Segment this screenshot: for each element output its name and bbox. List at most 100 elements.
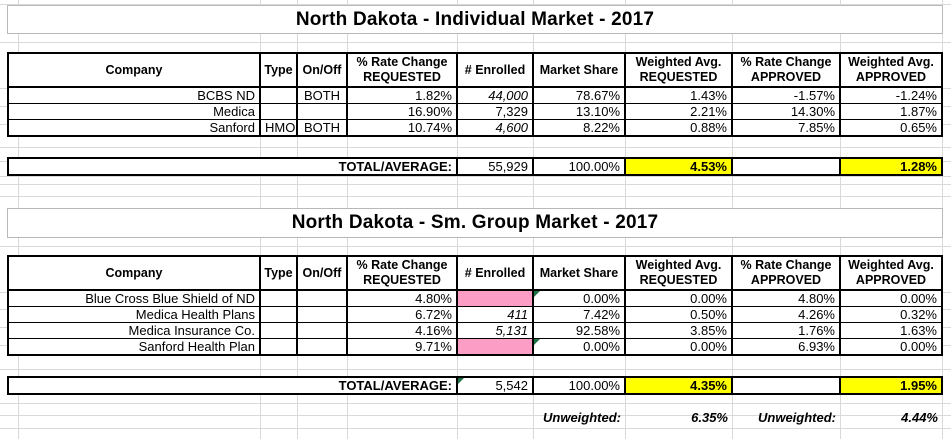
col-header-onoff[interactable]: On/Off	[296, 52, 348, 88]
header-line: APPROVED	[855, 273, 927, 287]
cell-onoff[interactable]	[296, 103, 348, 120]
cell-weighted-approved[interactable]: 0.32%	[839, 306, 943, 323]
header-line: % Rate Change	[740, 55, 832, 69]
cell-market-share[interactable]: 13.10%	[532, 103, 626, 120]
total-label[interactable]: TOTAL/AVERAGE:	[7, 157, 458, 176]
cell-rate-approved[interactable]: 6.93%	[731, 338, 841, 356]
cell-rate-approved[interactable]: 1.76%	[731, 322, 841, 339]
cell-rate-requested[interactable]: 16.90%	[346, 103, 458, 120]
cell-company[interactable]: Medica	[7, 103, 261, 120]
cell-company[interactable]: Blue Cross Blue Shield of ND	[7, 289, 261, 307]
cell-rate-requested[interactable]: 9.71%	[346, 338, 458, 356]
cell-enrolled[interactable]: 4,600	[456, 119, 534, 137]
cell-onoff[interactable]	[296, 322, 348, 339]
col-header-rate-change-requested[interactable]: % Rate Change REQUESTED	[346, 255, 458, 291]
col-header-enrolled[interactable]: # Enrolled	[456, 52, 534, 88]
cell-company[interactable]: BCBS ND	[7, 86, 261, 104]
total-rate-approved[interactable]	[731, 376, 841, 395]
table-row: Medica Insurance Co. 4.16% 5,131 92.58% …	[7, 322, 943, 339]
col-header-market-share[interactable]: Market Share	[532, 52, 626, 88]
cell-rate-approved[interactable]: -1.57%	[731, 86, 841, 104]
cell-onoff[interactable]	[296, 306, 348, 323]
col-header-company[interactable]: Company	[7, 52, 261, 88]
total-rate-approved[interactable]	[731, 157, 841, 176]
total-enrolled[interactable]: 55,929	[456, 157, 534, 176]
cell-type[interactable]	[259, 306, 298, 323]
cell-onoff[interactable]: BOTH	[296, 119, 348, 137]
col-header-weighted-avg-approved[interactable]: Weighted Avg. APPROVED	[839, 52, 943, 88]
cell-rate-approved[interactable]: 14.30%	[731, 103, 841, 120]
col-header-weighted-avg-requested[interactable]: Weighted Avg. REQUESTED	[624, 52, 733, 88]
cell-weighted-requested[interactable]: 0.00%	[624, 289, 733, 307]
cell-weighted-requested[interactable]: 0.50%	[624, 306, 733, 323]
cell-company[interactable]: Medica Health Plans	[7, 306, 261, 323]
table-row: Medica Health Plans 6.72% 411 7.42% 0.50…	[7, 306, 943, 323]
cell-rate-requested[interactable]: 4.80%	[346, 289, 458, 307]
cell-type[interactable]	[259, 103, 298, 120]
header-line: % Rate Change	[356, 55, 448, 69]
col-header-weighted-avg-requested[interactable]: Weighted Avg. REQUESTED	[624, 255, 733, 291]
cell-enrolled-missing[interactable]	[456, 289, 534, 307]
cell-market-share[interactable]: 8.22%	[532, 119, 626, 137]
cell-enrolled[interactable]: 411	[456, 306, 534, 323]
cell-weighted-approved[interactable]: 0.65%	[839, 119, 943, 137]
col-header-market-share[interactable]: Market Share	[532, 255, 626, 291]
cell-weighted-requested[interactable]: 0.00%	[624, 338, 733, 356]
cell-weighted-requested[interactable]: 3.85%	[624, 322, 733, 339]
cell-type[interactable]	[259, 86, 298, 104]
cell-rate-requested[interactable]: 4.16%	[346, 322, 458, 339]
cell-type[interactable]	[259, 289, 298, 307]
cell-enrolled-missing[interactable]	[456, 338, 534, 356]
cell-market-share[interactable]: 0.00%	[532, 338, 626, 356]
cell-enrolled[interactable]: 44,000	[456, 86, 534, 104]
cell-market-share[interactable]: 0.00%	[532, 289, 626, 307]
total-market-share[interactable]: 100.00%	[532, 376, 626, 395]
cell-weighted-approved[interactable]: 1.63%	[839, 322, 943, 339]
col-header-type[interactable]: Type	[259, 52, 298, 88]
cell-rate-approved[interactable]: 4.26%	[731, 306, 841, 323]
cell-enrolled[interactable]: 5,131	[456, 322, 534, 339]
col-header-onoff[interactable]: On/Off	[296, 255, 348, 291]
cell-company[interactable]: Sanford	[7, 119, 261, 137]
header-line: Weighted Avg.	[635, 55, 722, 69]
col-header-weighted-avg-approved[interactable]: Weighted Avg. APPROVED	[839, 255, 943, 291]
cell-type[interactable]	[259, 338, 298, 356]
cell-onoff[interactable]	[296, 289, 348, 307]
cell-onoff[interactable]	[296, 338, 348, 356]
total-weighted-approved[interactable]: 1.28%	[839, 157, 943, 176]
cell-enrolled[interactable]: 7,329	[456, 103, 534, 120]
total-enrolled[interactable]: 5,542	[456, 376, 534, 395]
cell-market-share[interactable]: 78.67%	[532, 86, 626, 104]
cell-company[interactable]: Medica Insurance Co.	[7, 322, 261, 339]
total-weighted-requested[interactable]: 4.53%	[624, 157, 733, 176]
col-header-type[interactable]: Type	[259, 255, 298, 291]
cell-type[interactable]	[259, 322, 298, 339]
total-weighted-approved[interactable]: 1.95%	[839, 376, 943, 395]
cell-rate-approved[interactable]: 7.85%	[731, 119, 841, 137]
cell-onoff[interactable]: BOTH	[296, 86, 348, 104]
cell-weighted-approved[interactable]: 1.87%	[839, 103, 943, 120]
col-header-rate-change-approved[interactable]: % Rate Change APPROVED	[731, 52, 841, 88]
col-header-enrolled[interactable]: # Enrolled	[456, 255, 534, 291]
col-header-rate-change-approved[interactable]: % Rate Change APPROVED	[731, 255, 841, 291]
total-weighted-requested[interactable]: 4.35%	[624, 376, 733, 395]
cell-market-share[interactable]: 92.58%	[532, 322, 626, 339]
cell-rate-requested[interactable]: 6.72%	[346, 306, 458, 323]
cell-weighted-requested[interactable]: 0.88%	[624, 119, 733, 137]
cell-weighted-requested[interactable]: 2.21%	[624, 103, 733, 120]
cell-company[interactable]: Sanford Health Plan	[7, 338, 261, 356]
cell-type[interactable]: HMO	[259, 119, 298, 137]
cell-market-share[interactable]: 7.42%	[532, 306, 626, 323]
cell-weighted-approved[interactable]: -1.24%	[839, 86, 943, 104]
cell-weighted-approved[interactable]: 0.00%	[839, 338, 943, 356]
cell-rate-approved[interactable]: 4.80%	[731, 289, 841, 307]
col-header-company[interactable]: Company	[7, 255, 261, 291]
cell-rate-requested[interactable]: 10.74%	[346, 119, 458, 137]
cell-weighted-requested[interactable]: 1.43%	[624, 86, 733, 104]
total-label[interactable]: TOTAL/AVERAGE:	[7, 376, 458, 395]
cell-rate-requested[interactable]: 1.82%	[346, 86, 458, 104]
col-header-rate-change-requested[interactable]: % Rate Change REQUESTED	[346, 52, 458, 88]
total-market-share[interactable]: 100.00%	[532, 157, 626, 176]
cell-weighted-approved[interactable]: 0.00%	[839, 289, 943, 307]
table-row: Blue Cross Blue Shield of ND 4.80% 0.00%…	[7, 289, 943, 307]
